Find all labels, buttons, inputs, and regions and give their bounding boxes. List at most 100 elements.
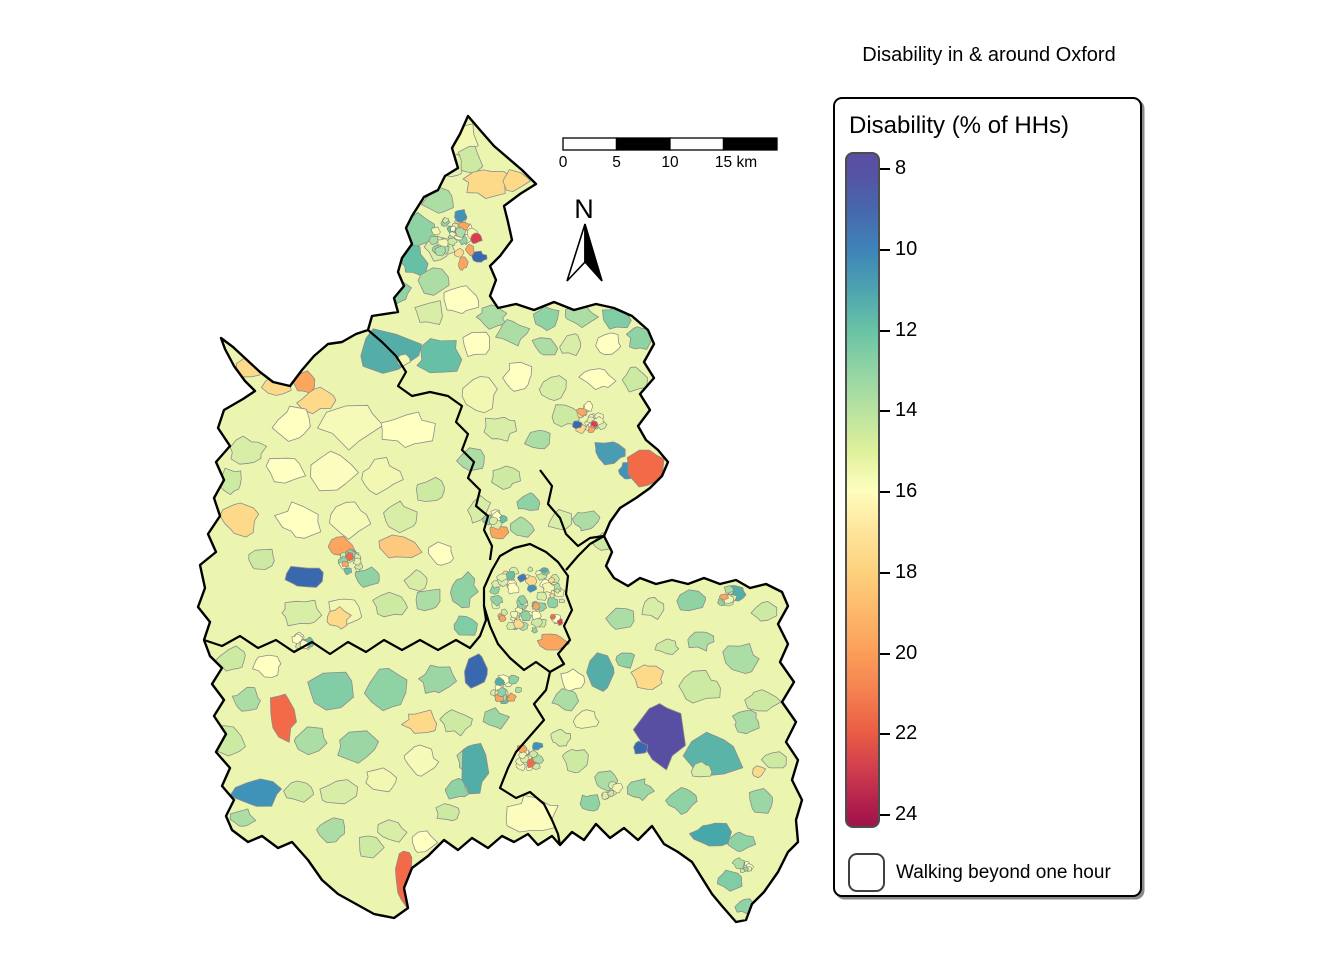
region-polygon	[495, 319, 531, 347]
accent-polygon	[470, 232, 483, 244]
region-polygon	[296, 386, 337, 415]
region-polygon	[265, 457, 306, 484]
urban-cell	[554, 588, 560, 594]
choropleth-layer	[198, 116, 802, 922]
colorbar-tick-label: 18	[895, 560, 918, 583]
region-polygon	[372, 591, 408, 618]
region-polygon	[744, 689, 782, 712]
map-title: Disability in & around Oxford	[862, 44, 1116, 66]
region-polygon	[401, 709, 438, 734]
region-polygon	[571, 510, 601, 532]
legend-panel: Disability (% of HHs) 8 10 12 14 16 18 20 22 24 …	[833, 97, 1142, 897]
urban-cell	[498, 614, 507, 622]
colorbar-tick	[880, 491, 890, 493]
urban-cell	[447, 237, 458, 246]
accent-polygon	[494, 676, 506, 686]
legend-title: Disability (% of HHs)	[849, 112, 1070, 139]
scale-bar-unit: km	[737, 154, 758, 171]
region-polygon	[609, 835, 630, 855]
urban-cell	[723, 585, 735, 594]
region-polygon	[270, 693, 297, 743]
region-polygon	[716, 869, 743, 892]
region-polygon	[326, 606, 352, 630]
colorbar-tick	[880, 652, 890, 655]
region-polygon	[550, 729, 572, 747]
accent-polygon	[532, 601, 541, 612]
region-polygon	[641, 596, 665, 620]
urban-cell	[510, 611, 518, 619]
region-polygon	[365, 767, 397, 793]
urban-cell	[519, 610, 532, 621]
colorbar-tick	[880, 410, 890, 413]
urban-cell	[528, 750, 539, 759]
urban-cell	[343, 567, 352, 575]
urban-cell	[607, 790, 614, 798]
region-polygon	[457, 145, 484, 174]
accent-polygon	[526, 584, 537, 593]
region-polygon	[415, 588, 441, 612]
colorbar-tick-label: 10	[895, 237, 918, 260]
accent-polygon	[345, 551, 355, 561]
region-polygon	[502, 169, 531, 192]
region-polygon	[678, 669, 721, 704]
colorbar-tick-label: 8	[895, 157, 907, 179]
north-arrow-icon-right	[584, 223, 603, 282]
colorbar-tick-label: 16	[895, 480, 918, 502]
region-polygon	[722, 643, 760, 674]
colorbar-tick	[880, 814, 890, 816]
region-polygon	[516, 492, 541, 511]
region-polygon	[462, 169, 511, 199]
region-polygon	[538, 375, 567, 401]
urban-cell	[506, 692, 517, 702]
region-polygon	[509, 516, 535, 538]
urban-cell	[536, 591, 548, 601]
region-polygon	[626, 778, 655, 801]
region-polygon	[761, 751, 787, 769]
region-polygon	[416, 338, 463, 374]
region-polygon	[752, 765, 766, 779]
urban-cell	[506, 571, 515, 580]
region-polygon	[462, 331, 491, 357]
urban-cell	[442, 217, 449, 224]
district-boundary	[565, 535, 605, 571]
colorbar-tick	[880, 329, 890, 332]
region-polygon	[578, 368, 617, 390]
region-polygon	[378, 534, 423, 559]
region-polygon	[281, 599, 323, 627]
urban-cell	[611, 783, 624, 794]
north-label: N	[574, 194, 594, 224]
region-polygon	[524, 430, 551, 450]
region-polygon	[414, 300, 443, 325]
urban-cell	[489, 516, 498, 525]
region-polygon	[461, 743, 490, 795]
scale-bar-label: 10	[661, 154, 679, 171]
urban-cell	[431, 226, 441, 236]
region-polygon	[317, 404, 384, 451]
accent-polygon	[526, 757, 537, 769]
urban-cell	[352, 557, 362, 566]
accent-polygon	[341, 560, 349, 568]
region-polygon	[307, 671, 354, 711]
urban-cell	[490, 595, 504, 607]
region-polygon	[586, 652, 615, 692]
region-polygon	[354, 566, 380, 588]
region-polygon	[319, 779, 359, 805]
region-polygon	[532, 306, 560, 332]
accent-polygon	[590, 420, 599, 428]
region-polygon	[418, 664, 457, 694]
region-polygon	[732, 709, 760, 735]
walking-boundary-icon	[848, 853, 885, 892]
urban-cell	[517, 595, 528, 605]
region-polygon	[536, 633, 570, 651]
region-polygon	[443, 285, 479, 314]
accent-polygon	[538, 567, 549, 574]
colorbar-tick-label: 12	[895, 318, 918, 341]
region-polygon	[359, 835, 385, 859]
urban-cell	[449, 231, 457, 238]
region-polygon	[531, 337, 559, 356]
urban-cell	[531, 627, 538, 634]
accent-polygon	[454, 209, 468, 223]
region-polygon	[551, 688, 579, 712]
